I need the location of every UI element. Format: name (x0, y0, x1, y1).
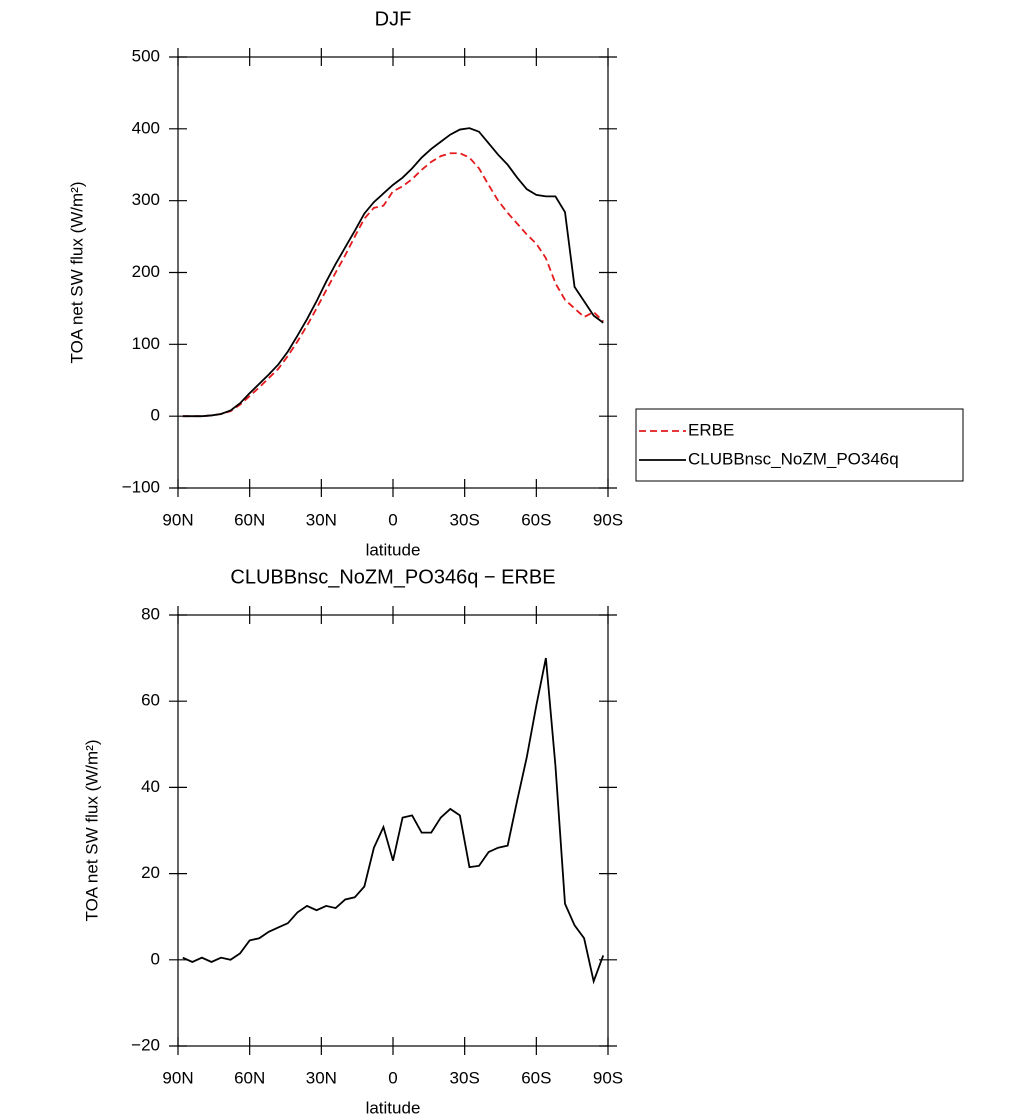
chart-title: CLUBBnsc_NoZM_PO346q − ERBE (230, 566, 555, 588)
x-axis-label: latitude (366, 540, 421, 559)
x-tick-label: 30S (450, 510, 480, 529)
x-tick-label: 60N (234, 510, 265, 529)
legend-box (635, 408, 964, 482)
x-axis-label: latitude (366, 1098, 421, 1117)
y-axis-label: TOA net SW flux (W/m²) (67, 182, 86, 364)
chart-title: DJF (375, 8, 412, 30)
y-tick-label: −20 (131, 1035, 160, 1054)
y-tick-label: 80 (141, 604, 160, 623)
y-tick-label: 500 (132, 46, 160, 65)
y-tick-label: 100 (132, 334, 160, 353)
plot-frame (177, 56, 609, 489)
x-tick-label: 30N (306, 1068, 337, 1087)
plot-frame (177, 614, 609, 1047)
x-tick-label: 30N (306, 510, 337, 529)
y-tick-label: −100 (122, 477, 160, 496)
x-tick-label: 60S (521, 1068, 551, 1087)
data-line (182, 657, 605, 985)
y-tick-label: 60 (141, 691, 160, 710)
y-tick-label: 300 (132, 190, 160, 209)
y-tick-label: 20 (141, 863, 160, 882)
x-tick-label: 90S (593, 1068, 623, 1087)
y-tick-label: 0 (151, 949, 160, 968)
legend-label: CLUBBnsc_NoZM_PO346q (688, 449, 899, 468)
x-tick-label: 90S (593, 510, 623, 529)
y-tick-label: 200 (132, 262, 160, 281)
y-tick-label: 400 (132, 118, 160, 137)
legend-label: ERBE (688, 420, 734, 439)
x-tick-label: 0 (388, 1068, 397, 1087)
data-line (182, 127, 604, 418)
x-tick-label: 60S (521, 510, 551, 529)
x-tick-label: 60N (234, 1068, 265, 1087)
x-tick-label: 0 (388, 510, 397, 529)
y-axis-label: TOA net SW flux (W/m²) (82, 740, 101, 922)
data-line (182, 152, 604, 418)
x-tick-label: 30S (450, 1068, 480, 1087)
y-tick-label: 40 (141, 777, 160, 796)
x-tick-label: 90N (162, 510, 193, 529)
y-tick-label: 0 (151, 406, 160, 425)
x-tick-label: 90N (162, 1068, 193, 1087)
